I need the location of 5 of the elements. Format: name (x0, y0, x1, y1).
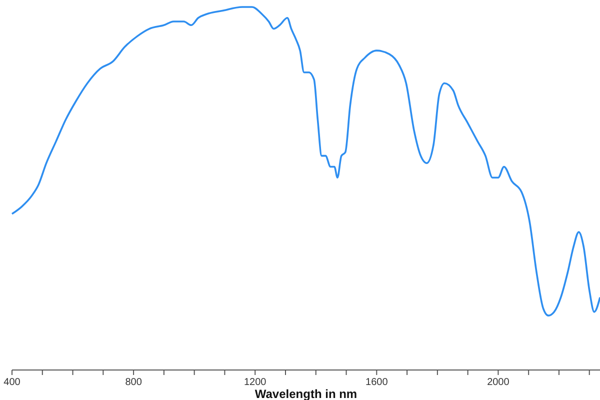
x-tick-label: 1200 (244, 377, 267, 388)
x-tick-label: 400 (4, 377, 21, 388)
x-tick-label: 2000 (487, 377, 510, 388)
x-tick-label: 1600 (366, 377, 388, 388)
x-tick-label: 800 (125, 377, 142, 388)
